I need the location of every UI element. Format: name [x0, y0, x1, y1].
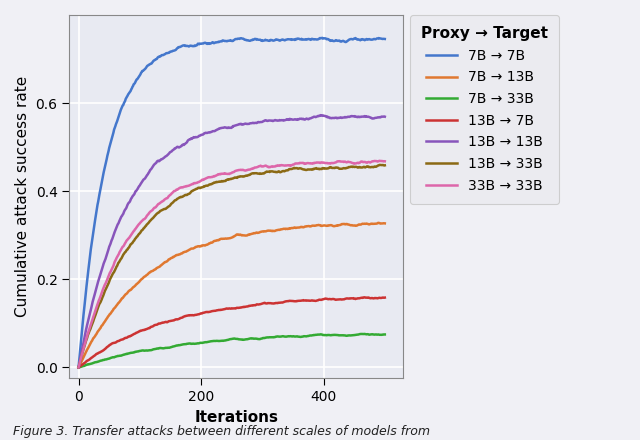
Line: 7B → 33B: 7B → 33B: [79, 334, 385, 367]
7B → 7B: [276, 38, 284, 43]
7B → 33B: [75, 365, 83, 370]
7B → 13B: [381, 221, 388, 226]
13B → 33B: [164, 205, 172, 210]
7B → 7B: [75, 365, 83, 370]
7B → 33B: [186, 341, 194, 346]
Line: 7B → 7B: 7B → 7B: [79, 38, 385, 367]
7B → 13B: [272, 228, 280, 233]
33B → 33B: [164, 195, 172, 201]
13B → 13B: [186, 136, 194, 142]
7B → 7B: [150, 58, 158, 63]
7B → 7B: [272, 37, 280, 42]
13B → 33B: [150, 213, 158, 219]
13B → 33B: [381, 163, 388, 168]
13B → 7B: [164, 319, 172, 325]
13B → 13B: [272, 117, 280, 123]
Line: 13B → 33B: 13B → 33B: [79, 165, 385, 367]
X-axis label: Iterations: Iterations: [195, 410, 278, 425]
7B → 13B: [75, 365, 83, 370]
33B → 33B: [381, 159, 388, 164]
13B → 7B: [361, 295, 369, 300]
33B → 33B: [276, 163, 284, 168]
33B → 33B: [186, 183, 194, 188]
7B → 33B: [150, 347, 158, 352]
13B → 13B: [329, 115, 337, 121]
Text: Figure 3. Transfer attacks between different scales of models from: Figure 3. Transfer attacks between diffe…: [13, 425, 430, 438]
7B → 33B: [328, 333, 336, 338]
13B → 13B: [317, 113, 324, 118]
33B → 33B: [272, 163, 280, 169]
7B → 7B: [186, 43, 194, 48]
Line: 13B → 7B: 13B → 7B: [79, 297, 385, 367]
Line: 13B → 13B: 13B → 13B: [79, 115, 385, 367]
7B → 7B: [319, 35, 326, 40]
7B → 33B: [276, 334, 284, 339]
13B → 33B: [376, 162, 384, 168]
13B → 13B: [150, 161, 158, 167]
33B → 33B: [150, 205, 158, 210]
13B → 7B: [186, 312, 194, 318]
7B → 33B: [164, 345, 172, 351]
7B → 13B: [276, 227, 284, 233]
7B → 33B: [361, 331, 369, 337]
13B → 33B: [276, 169, 284, 175]
33B → 33B: [376, 158, 383, 163]
13B → 7B: [276, 300, 284, 305]
Legend: 7B → 7B, 7B → 13B, 7B → 33B, 13B → 7B, 13B → 13B, 13B → 33B, 33B → 33B: 7B → 7B, 7B → 13B, 7B → 33B, 13B → 7B, 1…: [410, 15, 559, 204]
33B → 33B: [328, 160, 336, 165]
13B → 13B: [75, 365, 83, 370]
13B → 7B: [75, 365, 83, 370]
7B → 7B: [381, 37, 388, 42]
13B → 33B: [186, 191, 194, 196]
Y-axis label: Cumulative attack success rate: Cumulative attack success rate: [15, 76, 30, 317]
13B → 33B: [75, 365, 83, 370]
Line: 33B → 33B: 33B → 33B: [79, 161, 385, 367]
13B → 7B: [272, 301, 280, 306]
7B → 13B: [374, 220, 382, 225]
7B → 13B: [164, 258, 172, 264]
13B → 33B: [328, 165, 336, 171]
13B → 7B: [328, 297, 336, 302]
Line: 7B → 13B: 7B → 13B: [79, 223, 385, 367]
7B → 13B: [328, 223, 336, 228]
13B → 7B: [381, 295, 388, 300]
13B → 13B: [276, 117, 284, 123]
13B → 7B: [150, 323, 158, 328]
33B → 33B: [75, 365, 83, 370]
13B → 13B: [381, 114, 388, 119]
7B → 33B: [381, 332, 388, 337]
7B → 7B: [164, 51, 172, 56]
13B → 33B: [272, 169, 280, 175]
7B → 13B: [186, 247, 194, 252]
7B → 13B: [150, 267, 158, 272]
13B → 13B: [164, 152, 172, 158]
7B → 33B: [272, 334, 280, 339]
7B → 7B: [329, 38, 337, 44]
